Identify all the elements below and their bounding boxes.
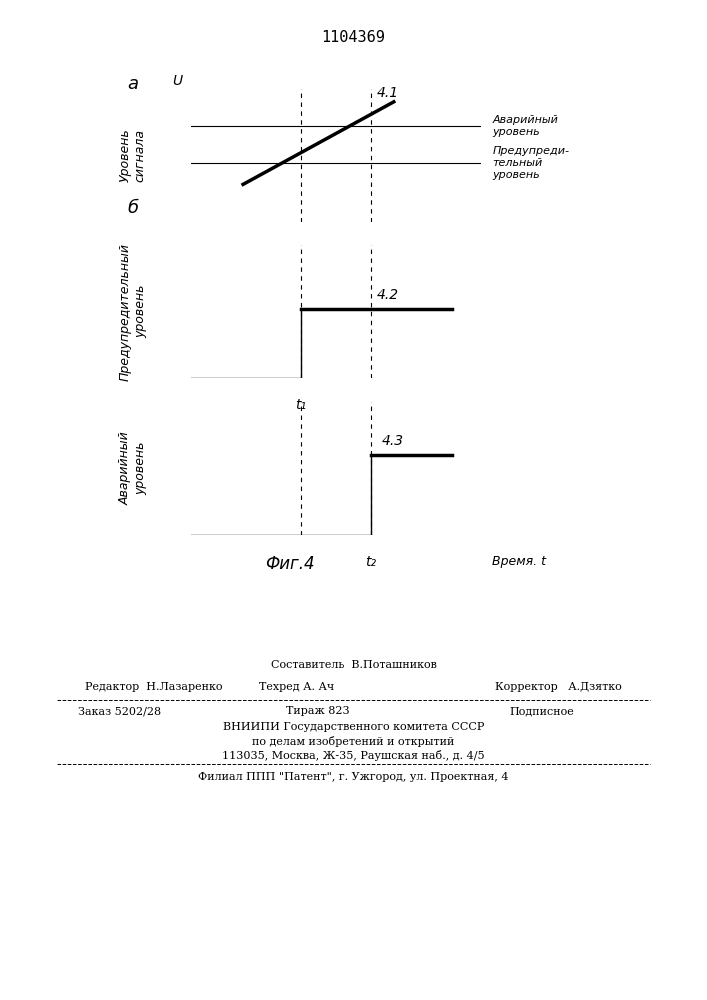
Text: Время. t: Время. t — [492, 555, 547, 568]
Text: 113035, Москва, Ж-35, Раушская наб., д. 4/5: 113035, Москва, Ж-35, Раушская наб., д. … — [222, 750, 485, 761]
Text: t₂: t₂ — [365, 555, 376, 569]
Text: ВНИИПИ Государственного комитета СССР: ВНИИПИ Государственного комитета СССР — [223, 722, 484, 732]
Text: U: U — [172, 74, 182, 88]
Text: Филиал ППП "Патент", г. Ужгород, ул. Проектная, 4: Филиал ППП "Патент", г. Ужгород, ул. Про… — [198, 772, 509, 782]
Text: Аварийный
уровень: Аварийный уровень — [119, 432, 147, 505]
Text: по делам изобретений и открытий: по делам изобретений и открытий — [252, 736, 455, 747]
Text: Корректор   А.Дзятко: Корректор А.Дзятко — [495, 682, 621, 692]
Text: 1104369: 1104369 — [322, 30, 385, 45]
Text: Подписное: Подписное — [509, 706, 574, 716]
Text: Заказ 5202/28: Заказ 5202/28 — [78, 706, 161, 716]
Text: Редактор  Н.Лазаренко: Редактор Н.Лазаренко — [85, 682, 222, 692]
Text: а: а — [127, 75, 138, 93]
Text: Тираж 823: Тираж 823 — [286, 706, 350, 716]
Text: 4.3: 4.3 — [382, 434, 404, 448]
Text: Предупреди-
тельный
уровень: Предупреди- тельный уровень — [492, 146, 569, 180]
Text: Фиг.4: Фиг.4 — [265, 555, 315, 573]
Text: Предупредительный
уровень: Предупредительный уровень — [119, 243, 147, 381]
Text: 4.1: 4.1 — [376, 86, 399, 100]
Text: Техред А. Ач: Техред А. Ач — [259, 682, 334, 692]
Text: б: б — [127, 199, 139, 217]
Text: t₁: t₁ — [296, 398, 307, 412]
Text: Составитель  В.Поташников: Составитель В.Поташников — [271, 660, 436, 670]
Text: Уровень
сигнала: Уровень сигнала — [119, 128, 147, 182]
Text: Аварийный
уровень: Аварийный уровень — [492, 115, 559, 137]
Text: 4.2: 4.2 — [376, 288, 399, 302]
